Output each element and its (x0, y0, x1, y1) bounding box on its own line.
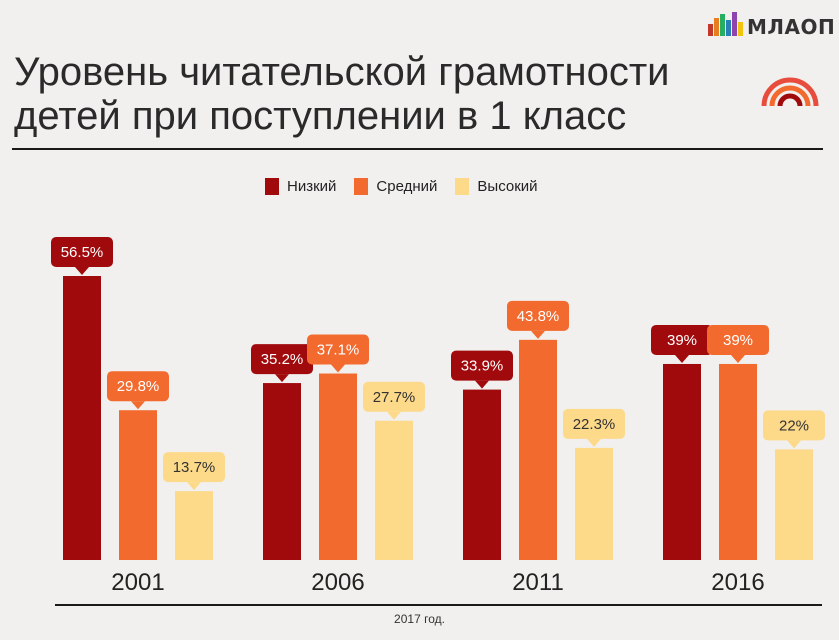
data-label-low-2011: 33.9% (461, 358, 504, 375)
bar-high-2011 (575, 447, 613, 560)
gauge-icon (761, 77, 819, 107)
bar-mid-2006 (319, 373, 357, 560)
data-label-high-2001: 13.7% (173, 459, 216, 476)
data-label-high-2016: 22% (779, 417, 809, 434)
title-line-2: детей при поступлении в 1 класс (14, 94, 627, 138)
data-label-pointer (75, 267, 89, 275)
data-label-box (107, 371, 169, 402)
data-label-box (251, 344, 313, 375)
legend-item-low: Низкий (265, 178, 336, 195)
data-label-pointer (675, 354, 689, 363)
axis-baseline (55, 604, 822, 606)
bar-high-2016 (775, 449, 813, 560)
data-label-box (163, 452, 225, 483)
bar-low-2006 (263, 383, 301, 560)
data-label-low-2016: 39% (667, 332, 697, 349)
legend-label-high: Высокий (477, 178, 538, 195)
data-label-box (707, 324, 769, 355)
data-label-mid-2001: 29.8% (117, 378, 160, 395)
data-label-low-2006: 35.2% (261, 351, 304, 368)
data-label-pointer (275, 374, 289, 383)
title-divider (12, 148, 823, 150)
data-label-box (507, 300, 569, 331)
legend-label-low: Низкий (287, 178, 337, 195)
data-label-box (763, 410, 825, 441)
data-label-box (51, 237, 113, 267)
logo-icon (708, 10, 746, 40)
legend-label-mid: Средний (376, 178, 438, 195)
bar-mid-2016 (719, 363, 757, 560)
title-line-1: Уровень читательской грамотности (14, 50, 670, 94)
x-tick-label-2011: 2011 (512, 569, 564, 596)
legend-swatch-high (455, 178, 470, 195)
data-label-box (651, 324, 713, 355)
data-label-pointer (131, 401, 145, 410)
data-label-pointer (587, 438, 601, 447)
bar-high-2006 (375, 420, 413, 560)
data-label-box (363, 381, 425, 412)
legend-item-mid: Средний (354, 178, 437, 195)
data-label-box (451, 350, 513, 381)
data-label-pointer (731, 354, 745, 363)
data-label-pointer (475, 380, 489, 389)
legend: Низкий Средний Высокий (265, 178, 556, 195)
data-label-mid-2006: 37.1% (317, 342, 360, 359)
data-label-pointer (187, 482, 201, 491)
data-label-box (563, 408, 625, 439)
bar-high-2001 (175, 491, 213, 560)
x-tick-label-2001: 2001 (111, 569, 164, 596)
x-tick-label-2006: 2006 (311, 569, 364, 596)
data-label-mid-2011: 43.8% (517, 308, 560, 325)
bar-low-2016 (663, 363, 701, 560)
legend-swatch-low (265, 178, 279, 195)
x-tick-label-2016: 2016 (711, 569, 764, 596)
page-title: Уровень читательской грамотности детей п… (14, 50, 670, 138)
logo-text: МЛАОП (747, 15, 836, 39)
footnote: 2017 год. (394, 612, 445, 626)
data-label-pointer (387, 411, 401, 420)
data-label-high-2006: 27.7% (373, 389, 416, 406)
data-label-box (307, 334, 369, 365)
data-label-low-2001: 56.5% (61, 244, 104, 261)
bar-low-2011 (463, 389, 501, 560)
bar-low-2001 (63, 276, 101, 560)
data-label-high-2011: 22.3% (573, 416, 616, 433)
legend-swatch-mid (354, 178, 369, 195)
data-label-mid-2016: 39% (723, 332, 753, 349)
bar-mid-2001 (119, 410, 157, 560)
data-label-pointer (787, 440, 801, 449)
legend-item-high: Высокий (455, 178, 538, 195)
data-label-pointer (331, 364, 345, 373)
bar-mid-2011 (519, 339, 557, 560)
data-label-pointer (531, 330, 545, 339)
